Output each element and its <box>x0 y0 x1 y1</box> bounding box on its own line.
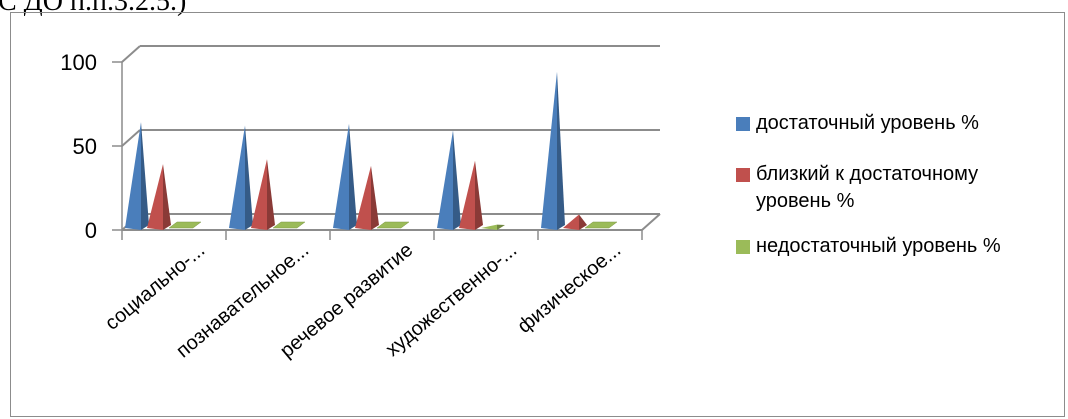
bar-0-4 <box>541 71 557 230</box>
legend-label-insufficient: недостаточный уровень % <box>756 235 1001 257</box>
legend-item-sufficient: достаточный уровень % <box>736 110 1056 137</box>
bar-2-1 <box>272 221 306 229</box>
gridline-slant <box>121 45 141 63</box>
bar-1-3 <box>459 160 475 230</box>
bar-1-1 <box>251 159 267 230</box>
legend-item-insufficient: недостаточный уровень % <box>736 233 1056 260</box>
bar-1-2 <box>355 165 371 230</box>
bar-2-3 <box>481 224 497 230</box>
bar-shade-0-3 <box>453 130 461 230</box>
legend-label-near-line2: уровень % <box>756 190 855 212</box>
bar-shade-1-0 <box>163 164 171 230</box>
x-tick-label: физическое... <box>513 239 625 338</box>
chart-legend: достаточный уровень % близкий к достаточ… <box>736 110 1056 260</box>
bar-shade-0-1 <box>245 125 253 230</box>
x-tick-label: социально-... <box>101 239 209 335</box>
bar-shade-1-4 <box>579 214 587 230</box>
legend-swatch-blue <box>736 117 750 131</box>
legend-label-near: близкий к достаточному уровень % <box>756 161 978 215</box>
bar-shade-0-0 <box>141 122 149 230</box>
bar-0-0 <box>125 122 141 230</box>
bar-shade-1-2 <box>371 165 379 230</box>
bar-shade-0-2 <box>349 123 357 230</box>
legend-label-sufficient: достаточный уровень % <box>756 112 979 134</box>
bar-shade-2-3 <box>497 224 505 230</box>
bar-1-0 <box>147 164 163 230</box>
y-tick-label: 0 <box>85 218 97 243</box>
gridline-slant <box>121 129 141 147</box>
bar-0-3 <box>437 130 453 230</box>
bar-2-0 <box>168 221 202 229</box>
legend-swatch-green <box>736 240 750 254</box>
floor-edge <box>641 213 661 231</box>
bar-shade-1-1 <box>267 159 275 230</box>
y-tick-label: 100 <box>60 50 97 75</box>
bar-0-1 <box>229 125 245 230</box>
legend-swatch-red <box>736 168 750 182</box>
legend-label-near-line1: близкий к достаточному <box>756 163 979 185</box>
bar-1-4 <box>563 214 579 230</box>
bar-2-4 <box>584 221 618 229</box>
chart-frame <box>10 12 1065 417</box>
bar-shade-1-3 <box>475 160 483 230</box>
bar-shade-0-4 <box>557 71 565 230</box>
legend-item-near: близкий к достаточному уровень % <box>736 161 1056 215</box>
bar-0-2 <box>333 123 349 230</box>
bar-2-2 <box>376 221 410 229</box>
y-tick-label: 50 <box>73 134 97 159</box>
